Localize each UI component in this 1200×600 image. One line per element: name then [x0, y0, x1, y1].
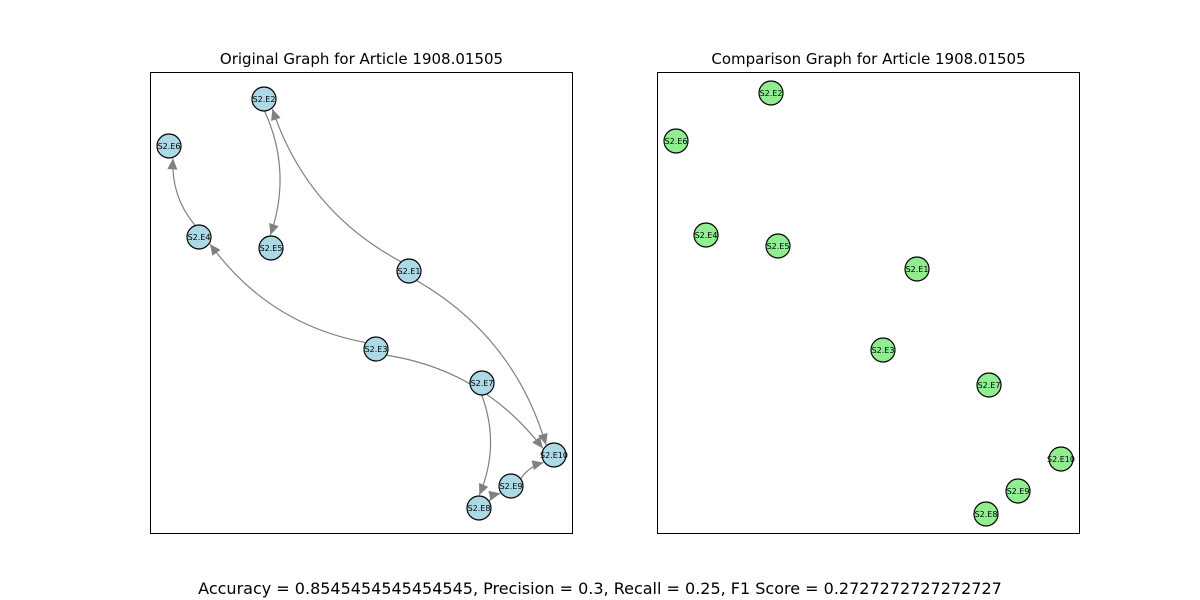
comparison-node-s2-e9: S2.E9	[1005, 478, 1031, 504]
comparison-node-label-s2-e4: S2.E4	[695, 231, 718, 240]
comparison-node-label-s2-e10: S2.E10	[1047, 455, 1075, 464]
original-arrowhead-s2-e9-to-s2-e10	[531, 460, 544, 471]
original-node-s2-e10: S2.E10	[540, 442, 568, 468]
original-node-s2-e5: S2.E5	[258, 235, 284, 261]
comparison-node-label-s2-e8: S2.E8	[975, 510, 998, 519]
original-edge-s2-e3-to-s2-e10	[386, 354, 544, 449]
original-arrowhead-s2-e8-to-s2-e9	[488, 490, 501, 501]
comparison-node-circle-s2-e3	[870, 337, 896, 363]
original-node-s2-e3: S2.E3	[363, 336, 389, 362]
original-node-s2-e9: S2.E9	[498, 473, 524, 499]
original-node-label-s2-e5: S2.E5	[260, 244, 283, 253]
original-graph-title: Original Graph for Article 1908.01505	[220, 50, 503, 68]
comparison-node-circle-s2-e8	[973, 501, 999, 527]
original-arrowhead-s2-e2-to-s2-e5	[269, 222, 279, 236]
original-edge-s2-e7-to-s2-e8	[478, 394, 492, 496]
original-graph-edges	[167, 108, 548, 502]
original-node-circle-s2-e10	[541, 442, 567, 468]
comparison-node-label-s2-e7: S2.E7	[978, 381, 1001, 390]
original-edge-s2-e1-to-s2-e10	[416, 279, 547, 445]
comparison-graph-panel: Comparison Graph for Article 1908.01505 …	[657, 50, 1080, 534]
original-arrowhead-s2-e4-to-s2-e6	[167, 158, 178, 170]
comparison-node-label-s2-e6: S2.E6	[665, 137, 688, 146]
comparison-node-circle-s2-e4	[693, 222, 719, 248]
original-edge-s2-e1-to-s2-e2	[271, 108, 402, 263]
original-node-label-s2-e1: S2.E1	[398, 267, 421, 276]
comparison-node-circle-s2-e10	[1048, 446, 1074, 472]
comparison-node-circle-s2-e1	[904, 256, 930, 282]
original-node-label-s2-e8: S2.E8	[468, 504, 491, 513]
original-node-s2-e7: S2.E7	[469, 370, 495, 396]
original-node-s2-e6: S2.E6	[156, 133, 182, 159]
comparison-node-label-s2-e1: S2.E1	[906, 265, 929, 274]
original-node-s2-e2: S2.E2	[251, 86, 277, 112]
original-graph-nodes: S2.E2 S2.E6 S2.E4 S2.E5 S2.E1 S2.E3 S2.E7 S2.E1…	[156, 86, 568, 521]
original-node-label-s2-e4: S2.E4	[188, 233, 211, 242]
metrics-summary: Accuracy = 0.8545454545454545, Precision…	[198, 579, 1002, 598]
comparison-node-s2-e3: S2.E3	[870, 337, 896, 363]
comparison-node-circle-s2-e7	[976, 372, 1002, 398]
comparison-node-label-s2-e2: S2.E2	[760, 89, 783, 98]
original-node-circle-s2-e2	[251, 86, 277, 112]
comparison-node-label-s2-e5: S2.E5	[767, 242, 790, 251]
comparison-node-s2-e6: S2.E6	[663, 128, 689, 154]
original-graph-frame	[150, 72, 573, 534]
original-node-label-s2-e6: S2.E6	[158, 142, 181, 151]
comparison-node-label-s2-e9: S2.E9	[1007, 487, 1030, 496]
comparison-node-s2-e8: S2.E8	[973, 501, 999, 527]
comparison-node-s2-e10: S2.E10	[1047, 446, 1075, 472]
comparison-node-circle-s2-e9	[1005, 478, 1031, 504]
original-arrowhead-s2-e3-to-s2-e4	[209, 243, 221, 256]
original-node-circle-s2-e7	[469, 370, 495, 396]
original-node-s2-e8: S2.E8	[466, 495, 492, 521]
original-node-circle-s2-e5	[258, 235, 284, 261]
original-node-label-s2-e2: S2.E2	[253, 95, 276, 104]
comparison-node-s2-e7: S2.E7	[976, 372, 1002, 398]
original-node-circle-s2-e1	[396, 258, 422, 284]
comparison-node-s2-e1: S2.E1	[904, 256, 930, 282]
original-graph-panel: Original Graph for Article 1908.01505 S2…	[150, 50, 573, 534]
comparison-graph-nodes: S2.E2 S2.E6 S2.E4 S2.E5 S2.E1 S2.E3 S2.E7 S2.E1…	[663, 80, 1075, 527]
original-node-label-s2-e7: S2.E7	[471, 379, 494, 388]
original-arrowhead-s2-e1-to-s2-e10	[538, 432, 548, 445]
comparison-node-label-s2-e3: S2.E3	[872, 346, 895, 355]
comparison-node-s2-e2: S2.E2	[758, 80, 784, 106]
original-edge-s2-e2-to-s2-e5	[264, 110, 281, 236]
comparison-node-s2-e5: S2.E5	[765, 233, 791, 259]
original-node-label-s2-e3: S2.E3	[365, 345, 388, 354]
original-node-s2-e1: S2.E1	[396, 258, 422, 284]
original-node-label-s2-e9: S2.E9	[500, 482, 523, 491]
original-node-label-s2-e10: S2.E10	[540, 451, 568, 460]
comparison-node-circle-s2-e6	[663, 128, 689, 154]
original-node-circle-s2-e9	[498, 473, 524, 499]
comparison-node-circle-s2-e2	[758, 80, 784, 106]
original-arrowhead-s2-e3-to-s2-e10	[532, 436, 543, 449]
original-node-circle-s2-e4	[186, 224, 212, 250]
original-arrowhead-s2-e7-to-s2-e8	[479, 482, 489, 496]
original-node-circle-s2-e3	[363, 336, 389, 362]
comparison-graph-frame	[657, 72, 1080, 534]
comparison-graph-title: Comparison Graph for Article 1908.01505	[711, 50, 1025, 68]
comparison-node-circle-s2-e5	[765, 233, 791, 259]
original-arrowhead-s2-e1-to-s2-e2	[271, 108, 281, 121]
original-edge-s2-e3-to-s2-e4	[209, 243, 366, 344]
comparison-node-s2-e4: S2.E4	[693, 222, 719, 248]
original-node-s2-e4: S2.E4	[186, 224, 212, 250]
original-node-circle-s2-e6	[156, 133, 182, 159]
original-node-circle-s2-e8	[466, 495, 492, 521]
